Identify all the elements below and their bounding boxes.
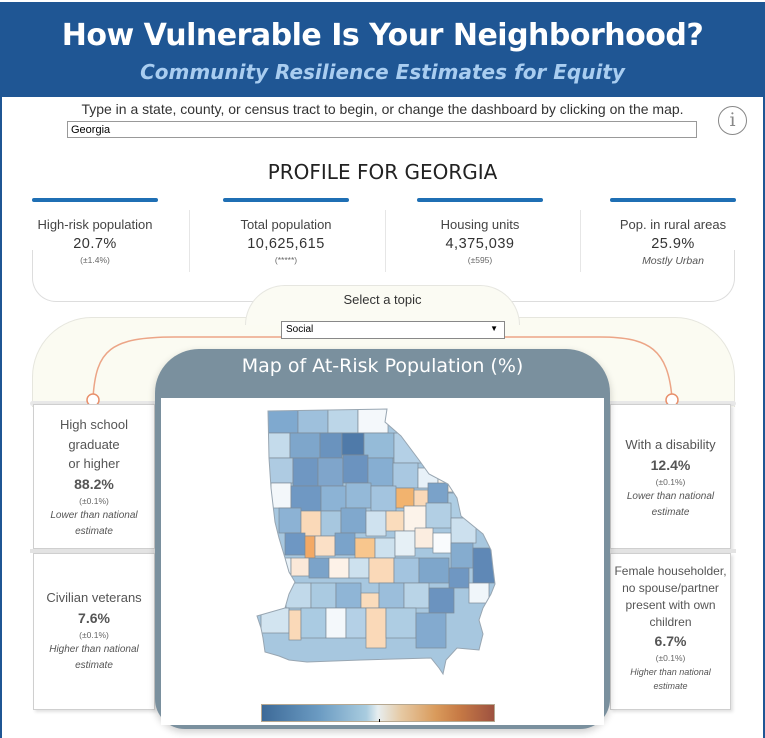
card-label: High school (60, 417, 128, 432)
card-note: estimate (653, 681, 688, 691)
topic-dropdown[interactable]: Social ▼ (281, 321, 505, 339)
card-value: 88.2% (74, 475, 114, 492)
divider (189, 210, 190, 272)
topic-tab (245, 285, 520, 325)
card-label: present with own (625, 598, 716, 612)
card-note: Higher than national (49, 643, 139, 655)
card-margin-of-error: (±0.1%) (655, 476, 686, 487)
stat-accent-bar (417, 198, 543, 202)
card-margin-of-error: (±0.1%) (655, 653, 686, 663)
connector-arcs (92, 336, 673, 399)
stat-label: High-risk population (37, 217, 153, 232)
map-title: Map of At-Risk Population (%) (241, 355, 524, 377)
card-female-householder: Female householder, no spouse/partner pr… (610, 553, 731, 710)
card-label: Female householder, (614, 564, 727, 578)
stat-accent-bar (610, 198, 736, 202)
topic-label: Select a topic (343, 292, 422, 307)
stat-margin-of-error: (±1.4%) (80, 255, 110, 265)
card-note: Lower than national (50, 509, 138, 521)
divider (580, 210, 581, 272)
card-label: no spouse/partner (622, 581, 719, 595)
card-separator (610, 549, 736, 553)
card-label: With a disability (625, 437, 716, 452)
stat-value: 25.9% (651, 236, 695, 252)
card-value: 12.4% (650, 456, 691, 473)
card-high-school-graduate: High school graduate or higher 88.2% (±0… (33, 404, 155, 549)
topic-selected-value: Social (286, 324, 314, 335)
card-with-disability: With a disability 12.4% (±0.1%) Lower th… (610, 404, 731, 549)
stat-housing-units: Housing units 4,375,039 (±595) (385, 198, 575, 267)
card-label: graduate (68, 436, 120, 452)
stat-accent-bar (223, 198, 349, 202)
card-label: or higher (68, 456, 120, 471)
info-icon[interactable]: i (718, 106, 747, 135)
card-note: Higher than national (630, 667, 711, 677)
connector-nodes (86, 393, 679, 407)
card-label: Civilian veterans (46, 590, 142, 605)
legend-min-value: 11.1% (221, 706, 252, 718)
card-value: 6.7% (654, 633, 687, 649)
stat-margin-of-error: (*****) (274, 255, 298, 265)
search-instruction: Type in a state, county, or census tract… (81, 101, 684, 117)
legend-midpoint-tick (379, 719, 380, 722)
card-note: Lower than national (626, 490, 715, 502)
card-margin-of-error: (±0.1%) (79, 495, 109, 506)
card-note: estimate (75, 525, 113, 537)
profile-title: PROFILE FOR GEORGIA (267, 160, 498, 184)
stat-high-risk-population: High-risk population 20.7% (±1.4%) (0, 198, 190, 267)
stat-total-population: Total population 10,625,615 (*****) (191, 198, 381, 267)
stat-label: Housing units (440, 217, 520, 232)
header-banner: How Vulnerable Is Your Neighborhood? Com… (0, 0, 765, 97)
card-civilian-veterans: Civilian veterans 7.6% (±0.1%) Higher th… (33, 553, 155, 710)
card-note: estimate (75, 659, 113, 671)
stat-rural-population: Pop. in rural areas 25.9% Mostly Urban (578, 198, 765, 268)
page-title: How Vulnerable Is Your Neighborhood? (61, 18, 704, 53)
stat-value: 10,625,615 (247, 236, 325, 252)
stat-margin-of-error: (±595) (467, 255, 493, 265)
stat-label: Pop. in rural areas (619, 217, 727, 232)
card-margin-of-error: (±0.1%) (79, 629, 109, 640)
chevron-down-icon: ▼ (490, 324, 498, 333)
card-value: 7.6% (78, 609, 110, 626)
georgia-county-map[interactable] (161, 398, 604, 725)
card-label: children (649, 615, 692, 629)
stat-value: 4,375,039 (445, 236, 515, 252)
legend-title: Percentage of residents with 3+ risk fac… (277, 683, 488, 695)
stat-label: Total population (240, 217, 332, 232)
stat-accent-bar (32, 198, 158, 202)
map-panel: Map of At-Risk Population (%) (155, 349, 610, 729)
card-separator (30, 549, 156, 553)
divider (385, 210, 386, 272)
card-note: estimate (651, 506, 690, 518)
stat-note: Mostly Urban (642, 255, 704, 267)
legend-max-value: 55.6% (496, 706, 528, 718)
location-search-input[interactable] (67, 121, 697, 138)
stat-value: 20.7% (73, 236, 117, 252)
georgia-map-svg[interactable] (161, 398, 604, 725)
legend-color-scale (261, 704, 495, 722)
page-subtitle: Community Resilience Estimates for Equit… (140, 60, 625, 84)
